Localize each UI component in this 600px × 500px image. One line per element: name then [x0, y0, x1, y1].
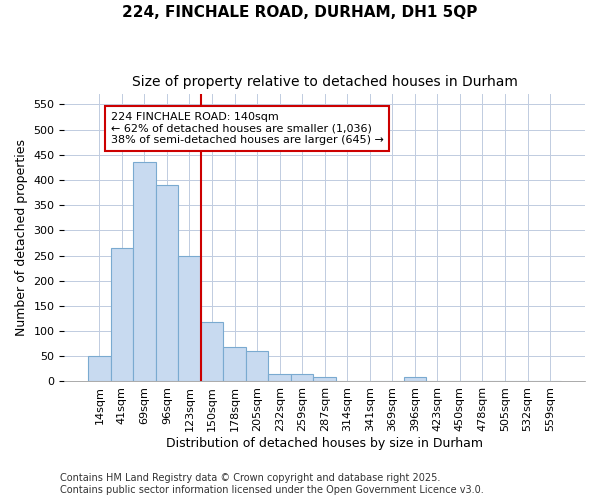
Bar [223, 347, 246, 382]
Bar [246, 351, 268, 382]
X-axis label: Distribution of detached houses by size in Durham: Distribution of detached houses by size … [166, 437, 483, 450]
Bar [404, 378, 426, 382]
Bar [110, 248, 133, 382]
Bar [133, 162, 155, 382]
Bar [201, 322, 223, 382]
Text: 224, FINCHALE ROAD, DURHAM, DH1 5QP: 224, FINCHALE ROAD, DURHAM, DH1 5QP [122, 5, 478, 20]
Bar [268, 374, 291, 382]
Bar [291, 374, 313, 382]
Bar [88, 356, 110, 382]
Bar [313, 378, 336, 382]
Text: 224 FINCHALE ROAD: 140sqm
← 62% of detached houses are smaller (1,036)
38% of se: 224 FINCHALE ROAD: 140sqm ← 62% of detac… [110, 112, 383, 145]
Bar [178, 256, 201, 382]
Bar [155, 185, 178, 382]
Text: Contains HM Land Registry data © Crown copyright and database right 2025.
Contai: Contains HM Land Registry data © Crown c… [60, 474, 484, 495]
Y-axis label: Number of detached properties: Number of detached properties [15, 140, 28, 336]
Title: Size of property relative to detached houses in Durham: Size of property relative to detached ho… [132, 75, 518, 89]
